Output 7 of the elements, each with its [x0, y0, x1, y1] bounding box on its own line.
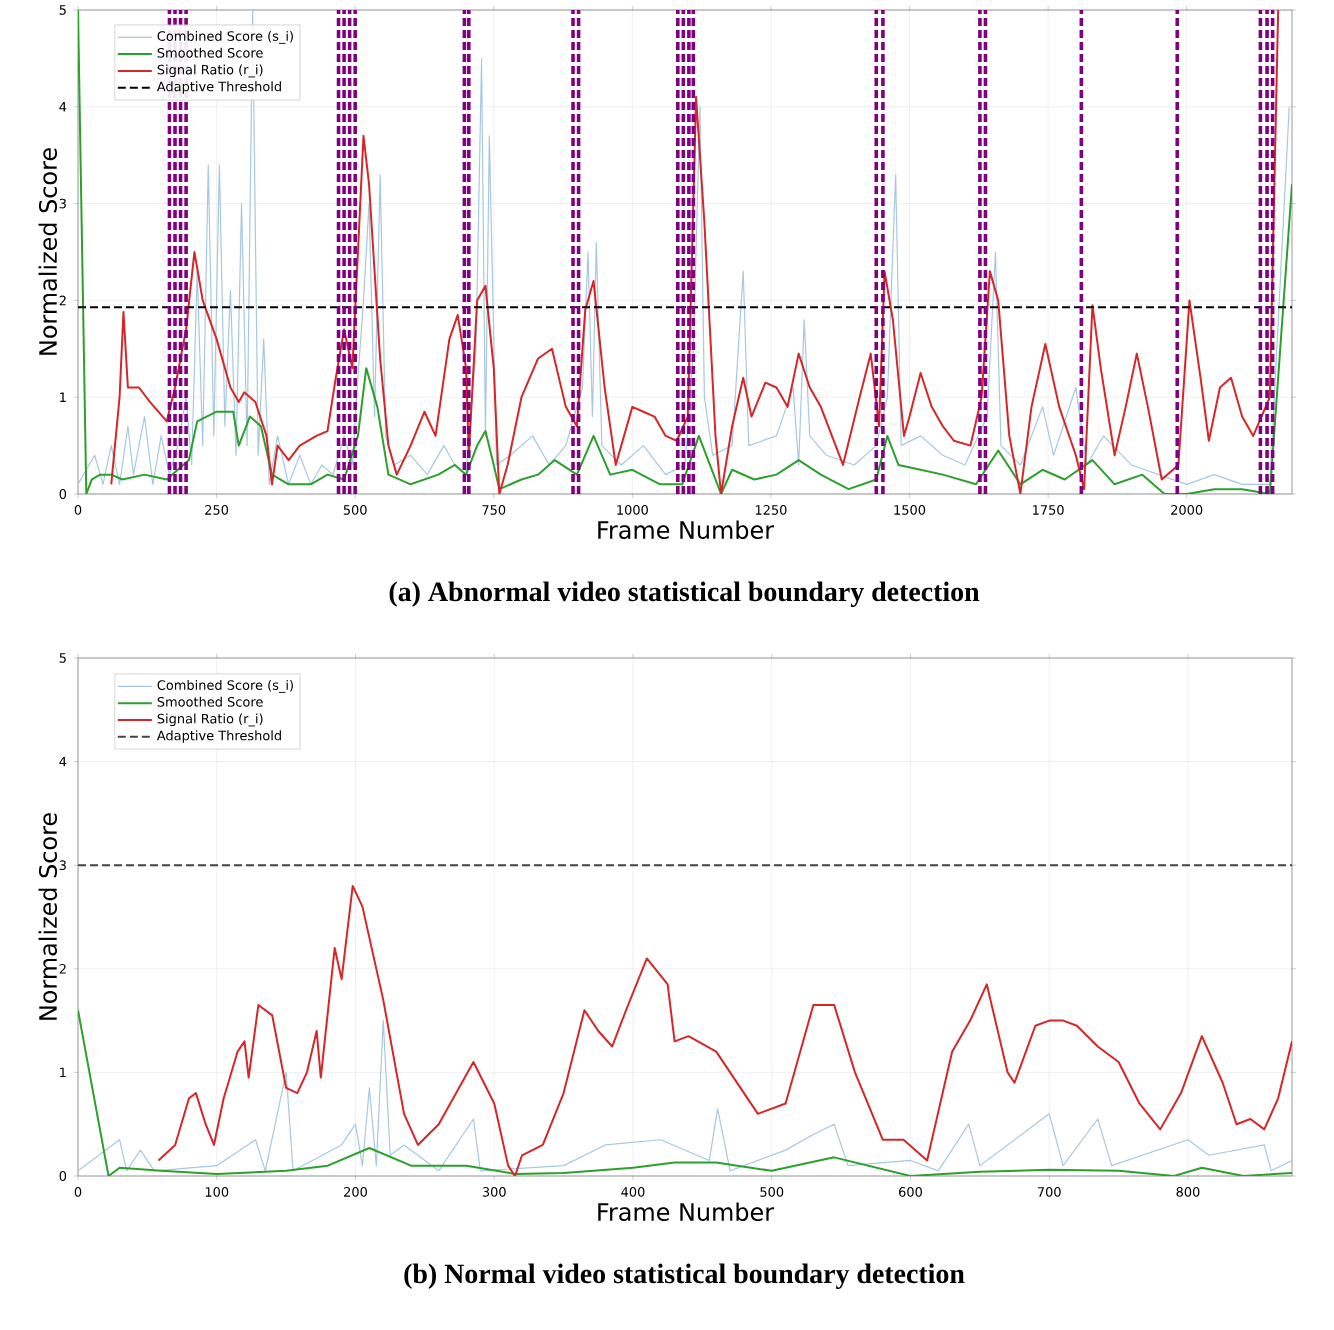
x-axis-title: Frame Number	[598, 1202, 775, 1222]
text: (a) Abnormal video statistical boundary detection	[389, 581, 980, 607]
text: (b) Normal video statistical boundary detection	[404, 1263, 965, 1289]
line-series	[157, 884, 1293, 1176]
y-axis-title: Normalized Score	[38, 813, 58, 1020]
x-axis-title: Frame Number	[598, 520, 775, 540]
y-axis-title: Normalized Score	[38, 148, 58, 355]
